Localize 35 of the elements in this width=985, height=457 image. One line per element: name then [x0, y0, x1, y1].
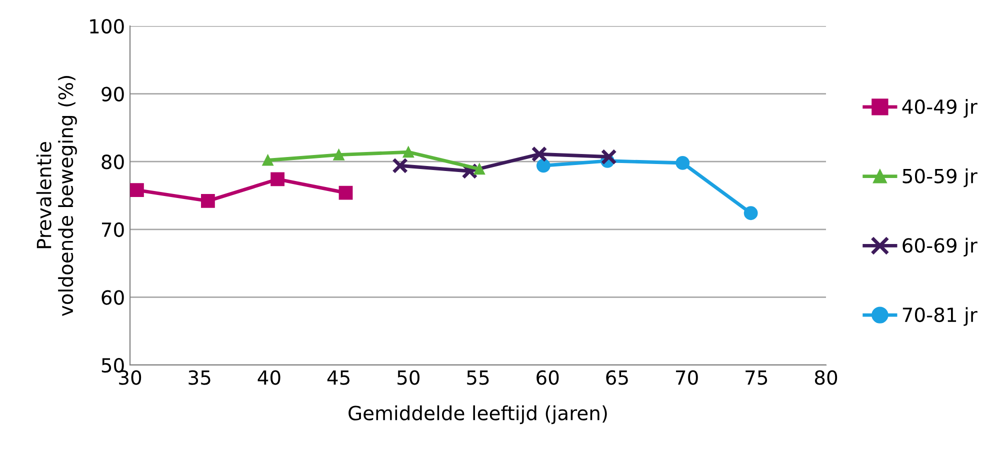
x-tick-label: 75 — [746, 370, 768, 385]
y-tick-label: 80 — [102, 154, 124, 170]
point — [744, 206, 758, 220]
y-tick-label: 90 — [102, 86, 124, 102]
x-tick-label: 60 — [536, 370, 559, 385]
y-tick-label: 60 — [102, 290, 124, 305]
x-tick-label: 65 — [606, 370, 628, 385]
point — [392, 158, 408, 174]
y-axis-title: Prevalentie voldoende beweging (%) — [36, 76, 77, 316]
x-tick-label: 45 — [327, 370, 350, 385]
point — [531, 146, 548, 162]
x-tick-label: 50 — [398, 370, 420, 385]
point — [474, 164, 485, 175]
point — [333, 149, 344, 160]
x-axis-title: Gemiddelde leeftijd (jaren) — [348, 405, 607, 424]
point — [338, 186, 353, 200]
point — [402, 146, 414, 158]
legend-label: 40-49 jr — [902, 98, 978, 118]
legend-label: 50-59 jr — [902, 168, 978, 188]
point — [262, 154, 274, 166]
point — [600, 148, 617, 165]
x-tick-label: 55 — [467, 370, 489, 385]
legend-label: 70-81 jr — [902, 307, 978, 326]
point — [201, 194, 215, 208]
y-tick-label: 70 — [102, 222, 124, 238]
x-tick-label: 70 — [676, 370, 698, 385]
point — [270, 172, 284, 186]
x-tick-label: 40 — [258, 370, 280, 385]
point — [536, 158, 550, 173]
point — [130, 183, 144, 198]
legend-label: 60-69 jr — [902, 238, 978, 257]
point — [676, 156, 690, 170]
x-tick-label: 35 — [188, 370, 210, 385]
y-tick-label: 100 — [90, 18, 124, 34]
x-tick-label: 80 — [814, 370, 838, 385]
